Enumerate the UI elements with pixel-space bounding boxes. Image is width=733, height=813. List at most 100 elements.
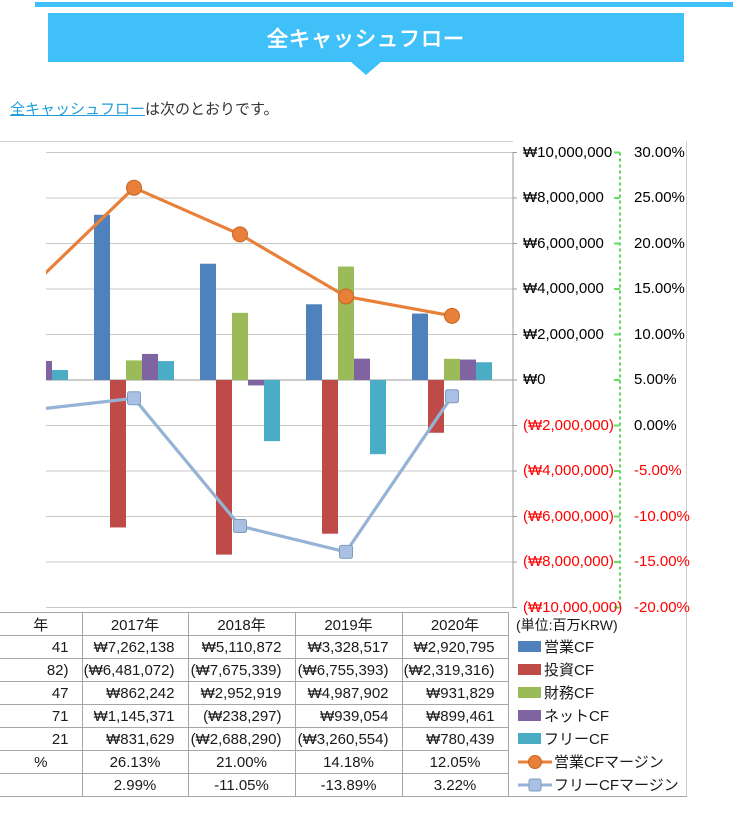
table-cell: ₩1,145,371 (81, 704, 189, 728)
legend-label: 投資CF (544, 662, 594, 679)
table-header-row: 年 2017年 2018年 2019年 2020年 (0, 612, 509, 636)
table-cell: ₩5,110,872 (187, 635, 296, 659)
bar-営業CF-2019年 (306, 304, 322, 380)
legend-swatch-icon (518, 664, 541, 675)
table-cell: ₩780,439 (401, 727, 509, 751)
krw-tick-label: (₩4,000,000) (523, 462, 614, 479)
pct-tick-label: -10.00% (634, 507, 690, 525)
table-cell: (₩6,755,393) (294, 658, 403, 682)
pct-tick-label: -15.00% (634, 553, 690, 570)
table-cell (0, 773, 83, 797)
krw-tick-label: (₩2,000,000) (523, 416, 614, 434)
table-cell: 82) (0, 658, 83, 682)
intro-tail-text: は次のとおりです。 (145, 101, 279, 118)
bar-投資CF-2019年 (322, 380, 338, 534)
table-cell: ₩2,952,919 (187, 681, 296, 705)
cashflow-data-table: 年 2017年 2018年 2019年 2020年 41 ₩7,262,138 ₩5,110,… (0, 612, 509, 797)
unit-label: (単位:百万KRW) (516, 617, 618, 633)
cashflow-link[interactable]: 全キャッシュフロー (10, 101, 146, 118)
table-cell: ₩7,262,138 (81, 635, 189, 659)
bar-財務CF-2019年 (338, 266, 354, 380)
table-row: 41 ₩7,262,138 ₩5,110,872 ₩3,328,517 ₩2,920,7… (0, 635, 509, 659)
banner-pointer-triangle (351, 62, 381, 75)
table-cell: (₩7,675,339) (187, 658, 296, 682)
page-title-banner: 全キャッシュフロー (48, 13, 684, 62)
legend-bottom-border (508, 796, 687, 797)
table-row: 71 ₩1,145,371 (₩238,297) ₩939,054 ₩899,461 (0, 704, 509, 728)
cashflow-combo-chart (46, 151, 621, 609)
legend-swatch-icon (518, 733, 541, 744)
bar-財務CF-2020年 (444, 358, 460, 380)
table-cell: 12.05% (401, 750, 509, 774)
pct-tick-label: -20.00% (634, 598, 690, 616)
legend-item-フリーCFマージン: フリーCFマージン (518, 773, 679, 796)
pct-tick-label: -5.00% (634, 462, 682, 479)
legend-swatch-icon (518, 641, 541, 652)
bar-ネットCF-2017年 (142, 353, 158, 380)
legend-label: 財務CF (544, 685, 594, 702)
legend-item-投資CF: 投資CF (518, 658, 594, 681)
bar-ネットCF-2019年 (354, 358, 370, 380)
line-営業CFマージン (46, 185, 453, 318)
chart-top-border (0, 141, 513, 142)
legend-swatch-icon (518, 710, 541, 721)
table-cell: ₩899,461 (401, 704, 509, 728)
bar-ネットCF-2016年 (46, 361, 52, 380)
legend-marker-icon (518, 778, 552, 791)
table-row: 82) (₩6,481,072) (₩7,675,339) (₩6,755,393)(… (0, 658, 509, 682)
table-cell: 2018年 (187, 612, 296, 636)
bar-営業CF-2017年 (94, 214, 110, 380)
table-cell: 2020年 (401, 612, 509, 636)
legend-label: ネットCF (544, 708, 609, 725)
legend-item-営業CFマージン: 営業CFマージン (518, 750, 664, 773)
table-cell: -11.05% (187, 773, 296, 797)
table-cell: 2019年 (294, 612, 403, 636)
table-cell: ₩862,242 (81, 681, 189, 705)
table-cell: 3.22% (401, 773, 509, 797)
legend-label: 営業CFマージン (554, 754, 664, 771)
krw-tick-label: (₩10,000,000) (523, 598, 623, 616)
top-accent-line (35, 2, 733, 7)
bar-投資CF-2020年 (428, 380, 444, 433)
krw-tick-label: ₩10,000,000 (523, 143, 613, 161)
bar-ネットCF-2020年 (460, 359, 476, 380)
table-cell: 14.18% (294, 750, 403, 774)
table-cell: ₩4,987,902 (294, 681, 403, 705)
krw-tick-label: ₩8,000,000 (523, 189, 604, 206)
legend-item-営業CF: 営業CF (518, 635, 594, 658)
bar-営業CF-2018年 (200, 263, 216, 380)
pct-tick-label: 25.00% (634, 189, 685, 206)
table-row: 47 ₩862,242 ₩2,952,919 ₩4,987,902 ₩931,829 (0, 681, 509, 705)
table-row: 2.99% -11.05% -13.89% 3.22% (0, 773, 509, 797)
bar-投資CF-2018年 (216, 380, 232, 555)
bar-営業CF-2020年 (412, 313, 428, 380)
table-cell: ₩3,328,517 (294, 635, 403, 659)
table-cell: (₩6,481,072) (81, 658, 189, 682)
table-row: 21 ₩831,629 (₩2,688,290) (₩3,260,554) ₩780,4… (0, 727, 509, 751)
table-cell: (₩3,260,554) (294, 727, 403, 751)
pct-tick-label: 0.00% (634, 416, 677, 434)
bar-フリーCF-2016年 (52, 369, 68, 380)
table-cell: 年 (0, 612, 83, 636)
table-cell: 41 (0, 635, 83, 659)
legend-label: フリーCFマージン (554, 777, 679, 794)
table-cell: % (0, 750, 83, 774)
bar-フリーCF-2018年 (264, 380, 280, 442)
pct-tick-label: 5.00% (634, 371, 677, 388)
bar-投資CF-2017年 (110, 380, 126, 528)
bar-フリーCF-2019年 (370, 380, 386, 455)
page-title: 全キャッシュフロー (267, 27, 465, 51)
legend-item-ネットCF: ネットCF (518, 704, 609, 727)
legend-item-フリーCF: フリーCF (518, 727, 609, 750)
table-cell: ₩931,829 (401, 681, 509, 705)
krw-tick-label: (₩6,000,000) (523, 507, 614, 525)
table-cell: ₩831,629 (81, 727, 189, 751)
chart-legend: (単位:百万KRW) 営業CF 投資CF 財務CF ネットCF フリーCF 営業CFマージ… (510, 612, 686, 796)
bar-フリーCF-2017年 (158, 361, 174, 380)
table-cell: -13.89% (294, 773, 403, 797)
table-cell: 47 (0, 681, 83, 705)
bar-フリーCF-2020年 (476, 362, 492, 380)
table-cell: 21 (0, 727, 83, 751)
krw-tick-label: (₩8,000,000) (523, 553, 614, 570)
krw-tick-label: ₩6,000,000 (523, 234, 604, 252)
